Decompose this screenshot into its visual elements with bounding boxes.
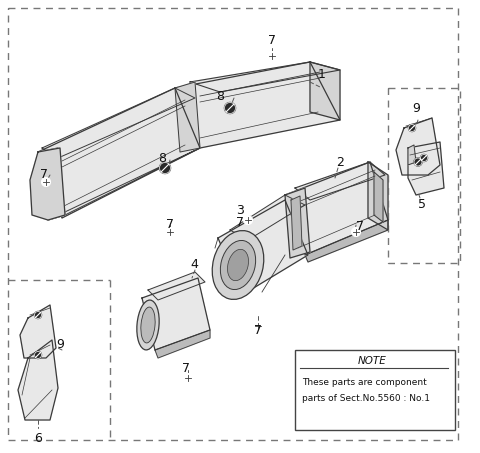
Polygon shape (408, 145, 416, 165)
Polygon shape (190, 62, 340, 92)
Polygon shape (396, 118, 440, 175)
Text: 7: 7 (182, 361, 190, 375)
Text: parts of Sect.No.5560 : No.1: parts of Sect.No.5560 : No.1 (302, 394, 430, 403)
Polygon shape (148, 272, 205, 300)
Ellipse shape (141, 307, 155, 343)
Polygon shape (305, 220, 388, 262)
Circle shape (243, 216, 252, 225)
Circle shape (225, 102, 236, 114)
Text: 4: 4 (190, 257, 198, 270)
Polygon shape (374, 172, 383, 222)
Text: 9: 9 (412, 101, 420, 115)
Text: These parts are component: These parts are component (302, 378, 427, 387)
Text: 8: 8 (216, 90, 224, 102)
Polygon shape (175, 82, 200, 152)
Text: 8: 8 (158, 151, 166, 164)
Polygon shape (368, 162, 388, 230)
Circle shape (420, 154, 428, 162)
Ellipse shape (137, 300, 159, 350)
Polygon shape (38, 88, 200, 218)
Text: 9: 9 (56, 337, 64, 351)
Text: 3: 3 (236, 203, 244, 217)
Text: 1: 1 (318, 67, 326, 81)
Polygon shape (42, 88, 195, 158)
Polygon shape (155, 330, 210, 358)
Ellipse shape (212, 231, 264, 299)
Circle shape (41, 178, 50, 187)
Text: 2: 2 (336, 155, 344, 169)
Circle shape (414, 158, 422, 166)
Circle shape (351, 227, 360, 236)
Polygon shape (310, 62, 340, 120)
Text: 6: 6 (34, 432, 42, 444)
Bar (388, 88, 460, 263)
Polygon shape (285, 162, 388, 255)
Polygon shape (30, 148, 65, 220)
Text: NOTE: NOTE (358, 356, 386, 366)
Text: 7: 7 (356, 220, 364, 232)
Text: 7: 7 (40, 168, 48, 180)
Polygon shape (38, 148, 65, 220)
Text: 7: 7 (166, 218, 174, 231)
Text: 5: 5 (418, 198, 426, 212)
Polygon shape (20, 305, 56, 358)
Polygon shape (291, 196, 302, 250)
Polygon shape (142, 278, 210, 350)
Text: 7: 7 (254, 323, 262, 337)
Circle shape (35, 352, 41, 358)
Polygon shape (285, 188, 310, 258)
Text: 7: 7 (268, 34, 276, 47)
Circle shape (183, 374, 192, 382)
Polygon shape (218, 200, 308, 295)
Polygon shape (408, 142, 444, 195)
Ellipse shape (228, 249, 249, 281)
Circle shape (159, 163, 170, 173)
Polygon shape (18, 340, 58, 420)
Polygon shape (295, 162, 385, 200)
Circle shape (408, 125, 416, 131)
Circle shape (35, 312, 41, 318)
Ellipse shape (220, 241, 256, 289)
Circle shape (253, 322, 263, 331)
Text: 7: 7 (236, 216, 244, 228)
Circle shape (166, 227, 175, 236)
Polygon shape (175, 62, 340, 148)
Circle shape (267, 52, 276, 61)
Polygon shape (230, 195, 305, 240)
Bar (295, 350, 455, 430)
Polygon shape (48, 148, 200, 220)
